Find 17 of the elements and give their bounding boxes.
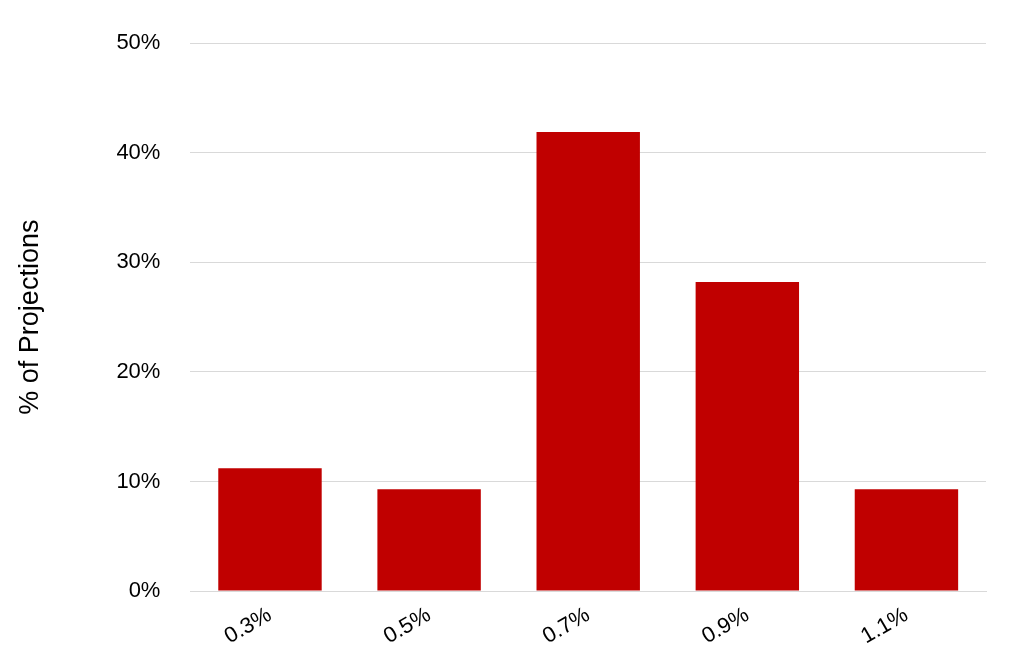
y-tick-label: 50% [116, 29, 161, 55]
x-tick-label: 0.5% [378, 601, 435, 649]
y-tick-label: 30% [116, 248, 161, 274]
x-tick-label: 0.3% [219, 601, 276, 649]
y-axis-title: % of Projections [13, 219, 44, 415]
bar [536, 131, 640, 591]
x-tick-label: 1.1% [856, 601, 912, 649]
y-tick-label: 10% [116, 467, 161, 493]
bar [854, 489, 959, 591]
bar [695, 282, 800, 591]
y-tick-label: 20% [116, 357, 161, 383]
y-tick-label: 40% [116, 138, 161, 164]
x-tick-label: 0.7% [537, 601, 594, 649]
bar [377, 489, 481, 591]
bar [218, 468, 322, 591]
x-tick-label: 0.9% [696, 601, 753, 649]
y-tick-label: 0% [128, 577, 161, 603]
